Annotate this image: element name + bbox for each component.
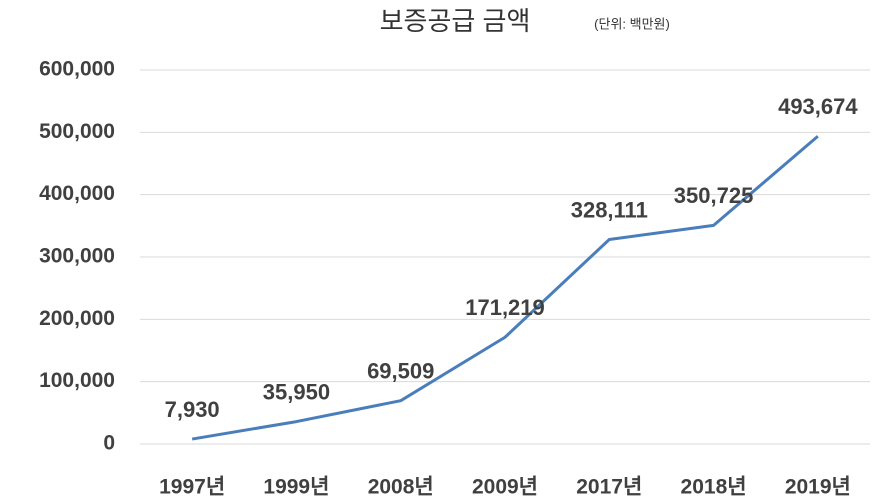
x-tick-label: 1999년	[263, 476, 329, 499]
y-tick-label: 0	[103, 432, 115, 455]
x-tick-label: 2017년	[576, 476, 642, 499]
y-tick-label: 500,000	[39, 120, 115, 143]
line	[191, 135, 819, 441]
data-label: 7,930	[165, 397, 220, 422]
x-tick-label: 2008년	[368, 476, 434, 499]
y-tick-label: 300,000	[39, 245, 115, 268]
y-tick-label: 200,000	[39, 307, 115, 330]
data-label: 328,111	[571, 197, 648, 222]
data-label: 350,725	[674, 183, 754, 208]
data-label: 69,509	[367, 358, 434, 383]
y-tick-label: 100,000	[39, 369, 115, 392]
x-tick-label: 1997년	[159, 476, 225, 499]
data-label: 35,950	[263, 379, 330, 404]
x-tick-label: 2018년	[681, 476, 747, 499]
y-tick-label: 600,000	[39, 58, 115, 81]
data-label: 171,219	[465, 295, 545, 320]
chart-title: 보증공급 금액	[380, 6, 531, 36]
y-tick-label: 400,000	[39, 182, 115, 205]
data-label: 493,674	[778, 94, 858, 119]
x-tick-label: 2019년	[785, 476, 851, 499]
x-tick-label: 2009년	[472, 476, 538, 499]
chart-subtitle: (단위: 백만원)	[594, 16, 670, 31]
